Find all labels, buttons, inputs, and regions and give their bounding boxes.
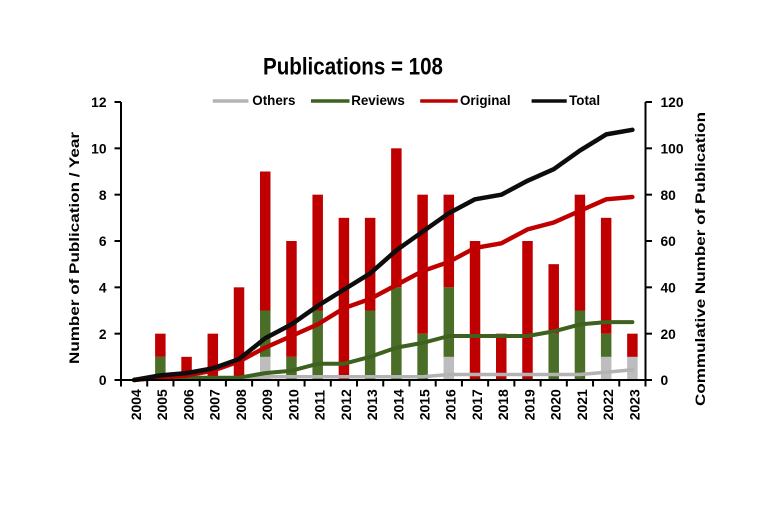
svg-text:0: 0 xyxy=(99,373,107,388)
svg-text:2012: 2012 xyxy=(338,389,354,420)
svg-text:2005: 2005 xyxy=(154,389,170,420)
svg-text:2008: 2008 xyxy=(233,389,249,420)
svg-text:2022: 2022 xyxy=(600,389,616,420)
svg-text:100: 100 xyxy=(661,142,684,157)
svg-text:2006: 2006 xyxy=(180,389,196,420)
svg-text:Reviews: Reviews xyxy=(351,93,405,108)
svg-text:2010: 2010 xyxy=(285,389,301,420)
svg-text:2016: 2016 xyxy=(443,389,459,420)
svg-text:2007: 2007 xyxy=(207,389,223,420)
svg-text:2018: 2018 xyxy=(495,389,511,420)
svg-text:4: 4 xyxy=(99,281,107,296)
svg-text:2004: 2004 xyxy=(128,389,144,420)
svg-text:Total: Total xyxy=(569,93,600,108)
svg-text:Number of Publication / Year: Number of Publication / Year xyxy=(66,131,82,364)
svg-text:12: 12 xyxy=(91,95,107,110)
svg-text:Commulative Number of Publicat: Commulative Number of Publication xyxy=(692,112,708,406)
svg-text:10: 10 xyxy=(91,142,107,157)
svg-text:Publications = 108: Publications = 108 xyxy=(263,54,443,81)
svg-text:60: 60 xyxy=(661,234,677,249)
svg-text:2019: 2019 xyxy=(521,389,537,420)
svg-text:120: 120 xyxy=(661,95,684,110)
svg-text:2014: 2014 xyxy=(390,389,406,420)
svg-text:2017: 2017 xyxy=(469,389,485,420)
svg-text:20: 20 xyxy=(661,327,677,342)
svg-text:2021: 2021 xyxy=(574,389,590,420)
svg-text:40: 40 xyxy=(661,281,677,296)
svg-text:2009: 2009 xyxy=(259,389,275,420)
svg-text:Original: Original xyxy=(460,93,511,108)
svg-text:8: 8 xyxy=(99,188,107,203)
svg-text:80: 80 xyxy=(661,188,677,203)
svg-text:2023: 2023 xyxy=(626,389,642,420)
svg-text:2015: 2015 xyxy=(416,389,432,420)
svg-text:Others: Others xyxy=(252,93,295,108)
svg-text:2013: 2013 xyxy=(364,389,380,420)
svg-text:2020: 2020 xyxy=(548,389,564,420)
svg-text:2: 2 xyxy=(99,327,107,342)
svg-text:6: 6 xyxy=(99,234,107,249)
svg-text:2011: 2011 xyxy=(312,390,328,421)
svg-text:0: 0 xyxy=(661,373,669,388)
